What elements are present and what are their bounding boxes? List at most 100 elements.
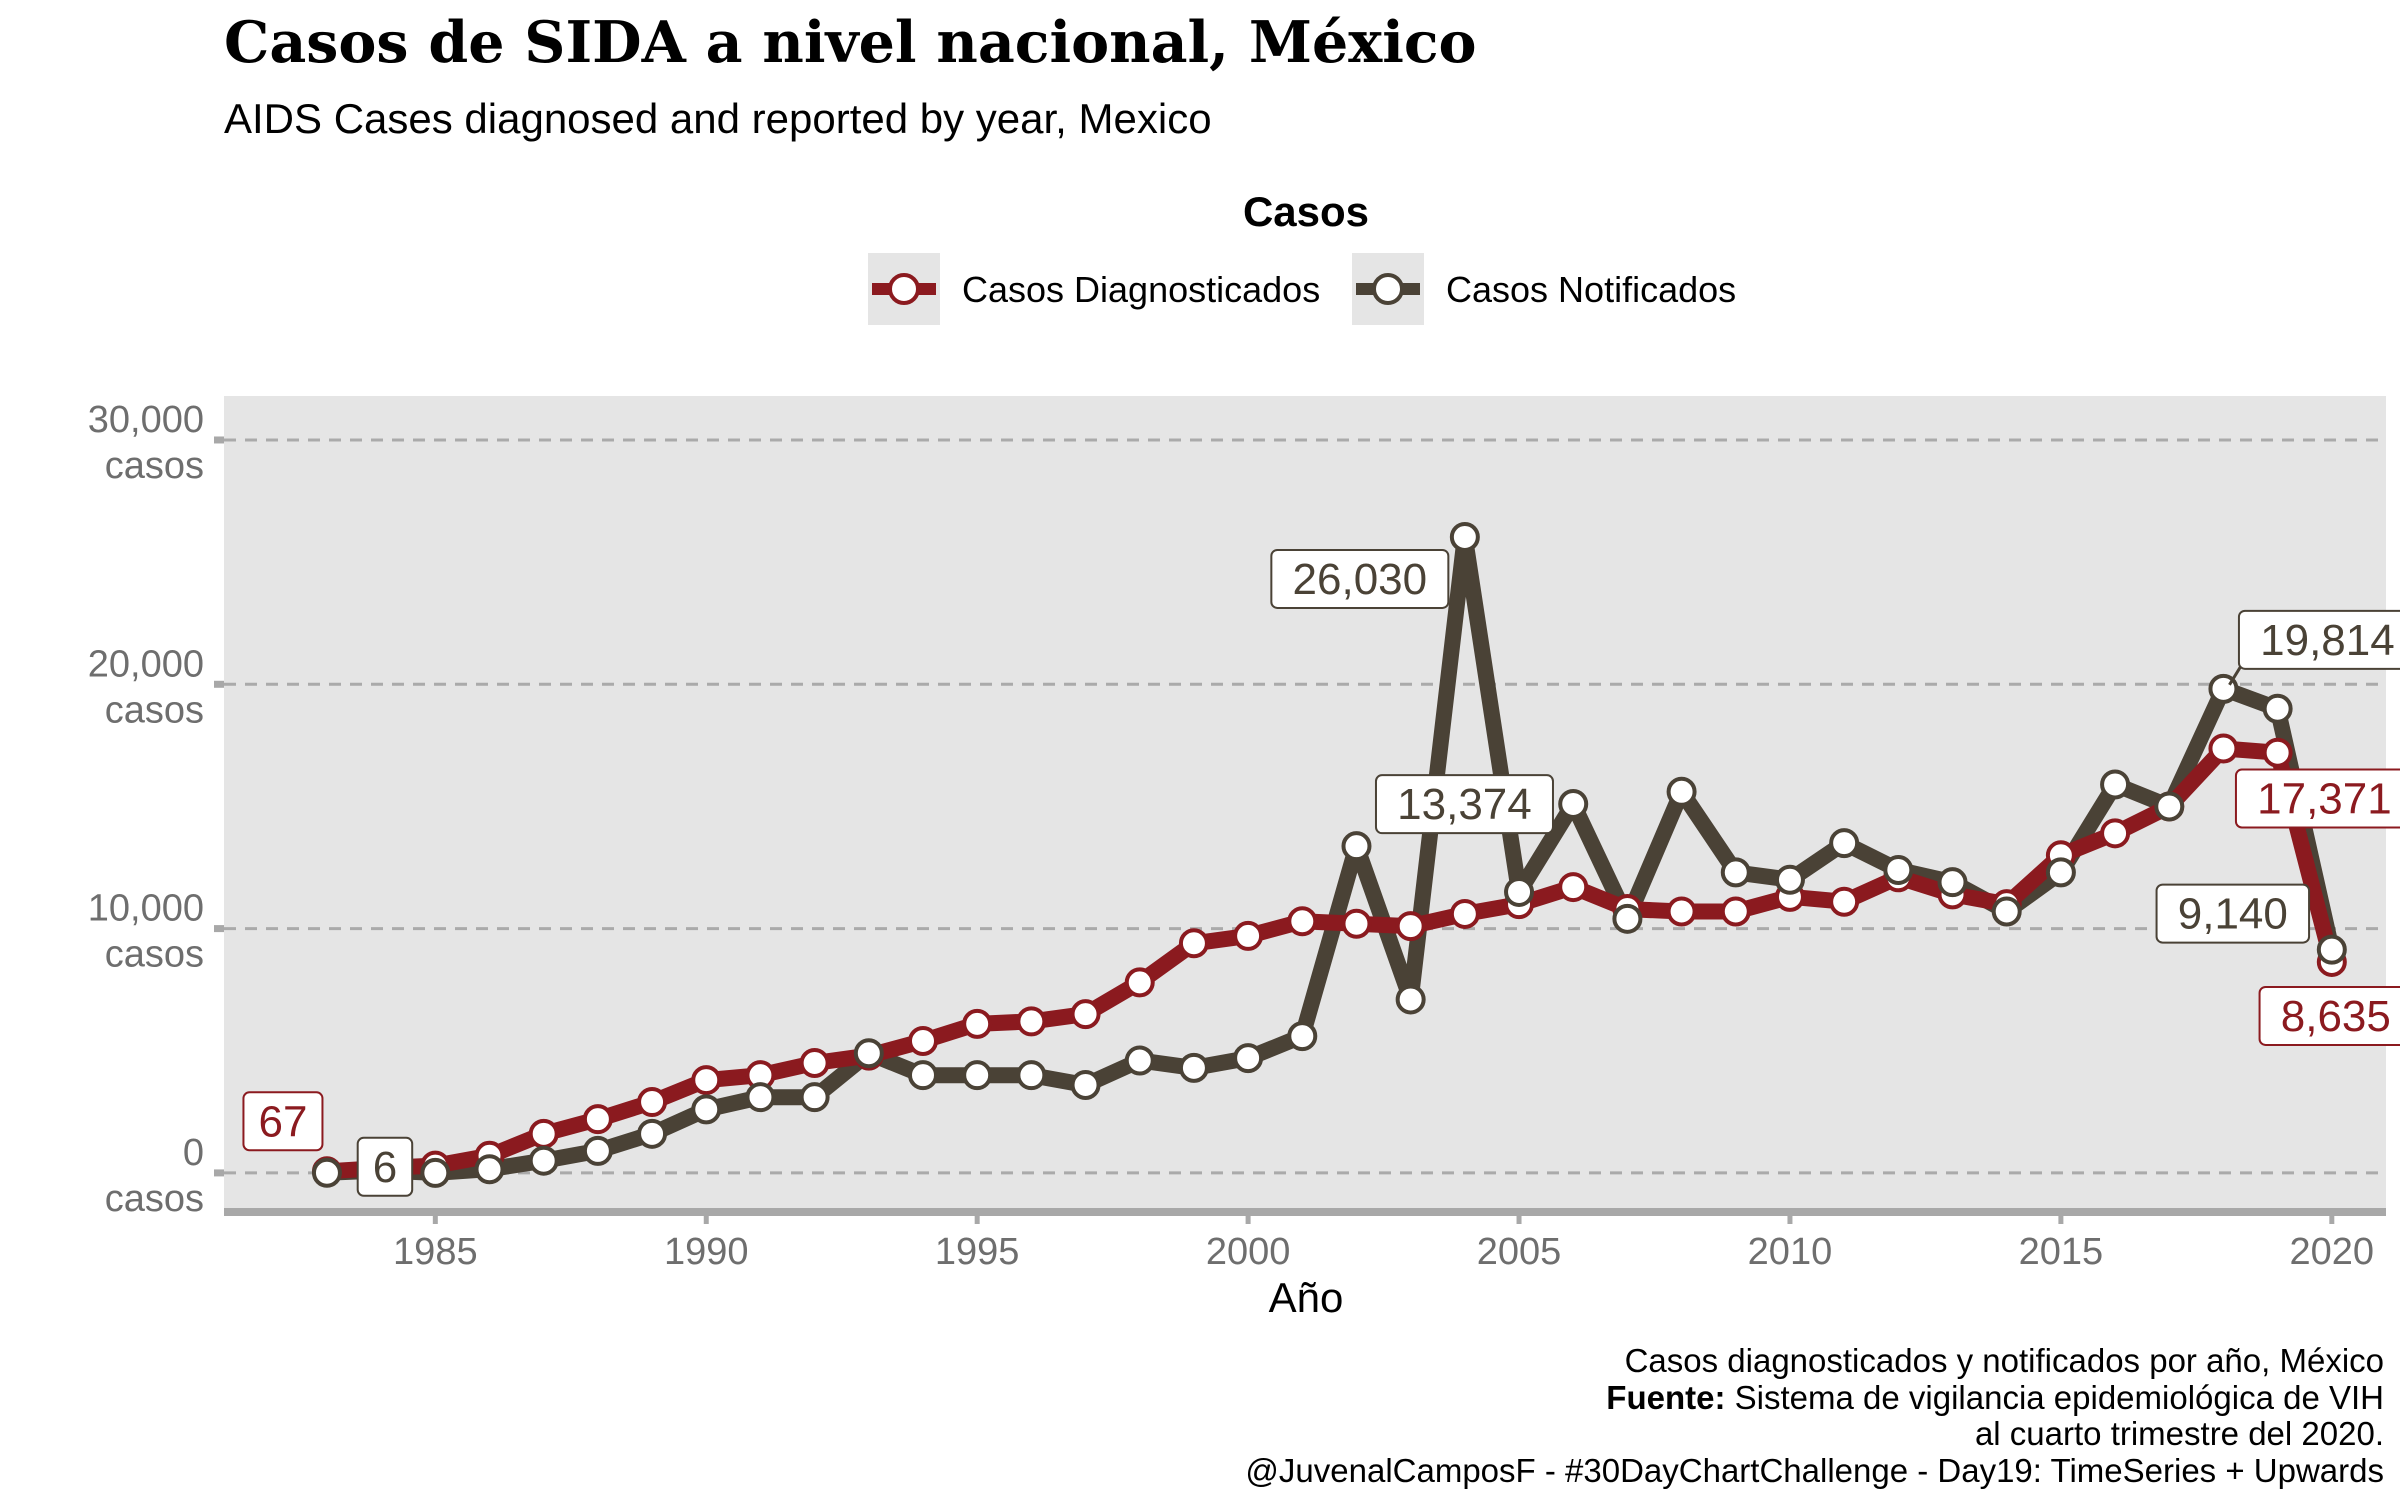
- data-point-diagnosticados: [1449, 898, 1480, 929]
- data-point-notificados: [1124, 1045, 1155, 1076]
- data-point-notificados: [799, 1082, 830, 1113]
- y-tick-unit: casos: [105, 445, 204, 487]
- label-box: [1374, 774, 1554, 835]
- legend: Casos Casos Diagnosticados Casos Notific…: [868, 188, 1736, 325]
- data-label: 19,814: [2228, 609, 2400, 686]
- data-point-notificados: [1070, 1069, 1101, 1100]
- data-point-notificados: [1666, 776, 1697, 807]
- data-label: 8,635: [2258, 985, 2400, 1046]
- caption-source: Fuente: Sistema de vigilancia epidemioló…: [1606, 1379, 2384, 1416]
- data-point-notificados: [1612, 903, 1643, 934]
- data-point-diagnosticados: [2262, 737, 2293, 768]
- data-point-diagnosticados: [1287, 906, 1318, 937]
- data-point-notificados: [420, 1157, 451, 1188]
- legend-marker-diagnosticados: [888, 273, 920, 305]
- label-box: [356, 1136, 414, 1197]
- data-point-notificados: [1774, 864, 1805, 895]
- label-box: [2155, 883, 2311, 944]
- data-point-diagnosticados: [528, 1118, 559, 1149]
- data-point-notificados: [528, 1145, 559, 1176]
- data-point-notificados: [907, 1060, 938, 1091]
- x-tick-label: 2010: [1748, 1231, 1833, 1273]
- data-point-diagnosticados: [1558, 872, 1589, 903]
- caption-line-3: al cuarto trimestre del 2020.: [1975, 1415, 2384, 1452]
- y-tick-label: 0: [183, 1132, 204, 1174]
- data-point-notificados: [1395, 984, 1426, 1015]
- caption: Casos diagnosticados y notificados por a…: [1245, 1342, 2384, 1489]
- plot-panel: [224, 396, 2386, 1212]
- data-point-notificados: [2262, 693, 2293, 724]
- data-label: 17,371: [2234, 768, 2400, 829]
- data-point-notificados: [2154, 791, 2185, 822]
- data-point-diagnosticados: [1341, 908, 1372, 939]
- y-tick-label: 30,000: [88, 399, 204, 441]
- label-text: 9,140: [2178, 890, 2288, 939]
- data-point-diagnosticados: [2100, 818, 2131, 849]
- data-point-notificados: [1287, 1021, 1318, 1052]
- caption-source-label: Fuente:: [1606, 1379, 1725, 1416]
- series-points: [311, 521, 2347, 1188]
- data-point-diagnosticados: [1720, 896, 1751, 927]
- label-text: 67: [258, 1097, 307, 1146]
- data-point-diagnosticados: [799, 1047, 830, 1078]
- x-tick-label: 1990: [664, 1231, 749, 1273]
- x-axis-title: Año: [1269, 1274, 1344, 1321]
- data-point-notificados: [853, 1038, 884, 1069]
- label-text: 17,371: [2257, 775, 2392, 824]
- data-point-notificados: [1720, 857, 1751, 888]
- data-point-diagnosticados: [1829, 886, 1860, 917]
- data-point-diagnosticados: [691, 1065, 722, 1096]
- x-tick-label: 1985: [393, 1231, 478, 1273]
- data-point-notificados: [2100, 769, 2131, 800]
- data-point-notificados: [637, 1118, 668, 1149]
- legend-label-diagnosticados: Casos Diagnosticados: [962, 269, 1320, 310]
- caption-source-text: Sistema de vigilancia epidemiológica de …: [1735, 1379, 2384, 1416]
- data-point-diagnosticados: [2208, 733, 2239, 764]
- legend-marker-notificados: [1372, 273, 1404, 305]
- y-tick-unit: casos: [105, 1178, 204, 1220]
- label-text: 6: [373, 1143, 397, 1192]
- data-point-notificados: [1504, 876, 1535, 907]
- label-text: 19,814: [2260, 616, 2395, 665]
- data-point-diagnosticados: [1124, 967, 1155, 998]
- data-point-notificados: [1016, 1060, 1047, 1091]
- data-point-notificados: [1178, 1052, 1209, 1083]
- caption-line-1: Casos diagnosticados y notificados por a…: [1625, 1342, 2384, 1379]
- data-point-notificados: [745, 1082, 776, 1113]
- legend-label-notificados: Casos Notificados: [1446, 269, 1736, 310]
- data-point-notificados: [1829, 828, 1860, 859]
- label-text: 8,635: [2281, 992, 2391, 1041]
- label-box: [2258, 985, 2400, 1046]
- annotation-labels: 67 6 13,374 26,030 19,814 17,371 9,140 8,635: [242, 548, 2400, 1197]
- label-box: [1270, 548, 1450, 609]
- data-label: 26,030: [1270, 548, 1450, 609]
- data-label: 13,374: [1374, 774, 1554, 835]
- label-text: 13,374: [1397, 780, 1532, 829]
- legend-title: Casos: [1243, 188, 1369, 235]
- data-point-diagnosticados: [907, 1025, 938, 1056]
- data-point-diagnosticados: [1395, 911, 1426, 942]
- data-point-diagnosticados: [1178, 928, 1209, 959]
- label-box: [2237, 609, 2400, 670]
- data-point-diagnosticados: [1233, 920, 1264, 951]
- y-tick-label: 20,000: [88, 643, 204, 685]
- x-tick-label: 2000: [1206, 1231, 1291, 1273]
- data-point-diagnosticados: [1666, 896, 1697, 927]
- data-point-notificados: [691, 1094, 722, 1125]
- x-tick-label: 1995: [935, 1231, 1020, 1273]
- data-point-notificados: [2316, 934, 2347, 965]
- data-point-notificados: [1558, 789, 1589, 819]
- data-point-notificados: [582, 1135, 613, 1166]
- data-point-notificados: [2045, 857, 2076, 888]
- x-tick-label: 2005: [1477, 1231, 1562, 1273]
- x-tick-label: 2015: [2019, 1231, 2104, 1273]
- y-tick-label: 10,000: [88, 888, 204, 930]
- data-point-notificados: [1233, 1043, 1264, 1074]
- x-tick-label: 2020: [2290, 1231, 2375, 1273]
- data-label: 9,140: [2155, 883, 2311, 944]
- chart-title: Casos de SIDA a nivel nacional, México: [224, 9, 1477, 76]
- data-point-diagnosticados: [582, 1104, 613, 1135]
- data-point-diagnosticados: [1016, 1006, 1047, 1037]
